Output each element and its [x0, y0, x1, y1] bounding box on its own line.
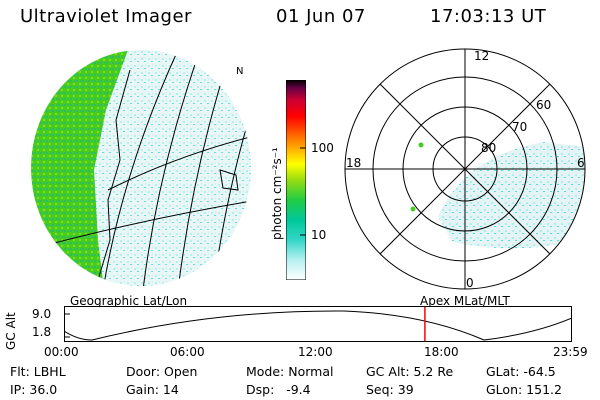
- geographic-panel-label: Geographic Lat/Lon: [70, 294, 188, 308]
- dsp-info: Dsp: -9.4: [246, 382, 311, 397]
- mlat-label-60: 60: [536, 98, 552, 112]
- orbit-altitude-plot: [64, 306, 572, 342]
- mlt-label-12: 12: [474, 49, 490, 63]
- orbit-xtick-1200: 12:00: [298, 345, 333, 359]
- mlt-label-6: 6: [577, 156, 585, 170]
- color-scale-bar: [286, 80, 306, 280]
- orbit-xtick-1800: 18:00: [424, 345, 459, 359]
- orbit-ytick-low: 1.8: [32, 325, 52, 339]
- colorbar-tick-100: 100: [311, 141, 334, 155]
- glon-info: GLon: 151.2: [486, 382, 562, 397]
- polar-panel-label: Apex MLat/MLT: [420, 294, 510, 308]
- geographic-image-panel: N: [31, 50, 251, 286]
- door-info: Door: Open: [126, 364, 198, 379]
- colorbar-unit-label: photon cm⁻²s⁻¹: [270, 147, 284, 240]
- mlat-label-80: 80: [481, 141, 497, 155]
- gc-altitude-info: GC Alt: 5.2 Re: [366, 364, 454, 379]
- orbit-xtick-0600: 06:00: [170, 345, 205, 359]
- glat-info: GLat: -64.5: [486, 364, 556, 379]
- time-label: 17:03:13 UT: [430, 6, 547, 27]
- mode-info: Mode: Normal: [246, 364, 334, 379]
- colorbar-tick-10: 10: [311, 228, 327, 242]
- filter-info: Flt: LBHL: [10, 364, 66, 379]
- orbit-xtick-0000: 00:00: [44, 345, 79, 359]
- orbit-xtick-2359: 23:59: [553, 345, 588, 359]
- date-label: 01 Jun 07: [276, 6, 366, 27]
- gain-info: Gain: 14: [126, 382, 179, 397]
- orbit-ytick-high: 9.0: [32, 307, 52, 321]
- north-marker-text: N: [236, 66, 243, 77]
- ip-info: IP: 36.0: [10, 382, 58, 397]
- polar-mlt-panel: [344, 48, 586, 290]
- mlt-label-0: 0: [466, 276, 474, 290]
- mlt-label-18: 18: [346, 156, 362, 170]
- sequence-info: Seq: 39: [366, 382, 414, 397]
- mlat-label-70: 70: [512, 120, 528, 134]
- instrument-title: Ultraviolet Imager: [20, 6, 192, 27]
- orbit-ylabel: GC Alt: [4, 312, 18, 350]
